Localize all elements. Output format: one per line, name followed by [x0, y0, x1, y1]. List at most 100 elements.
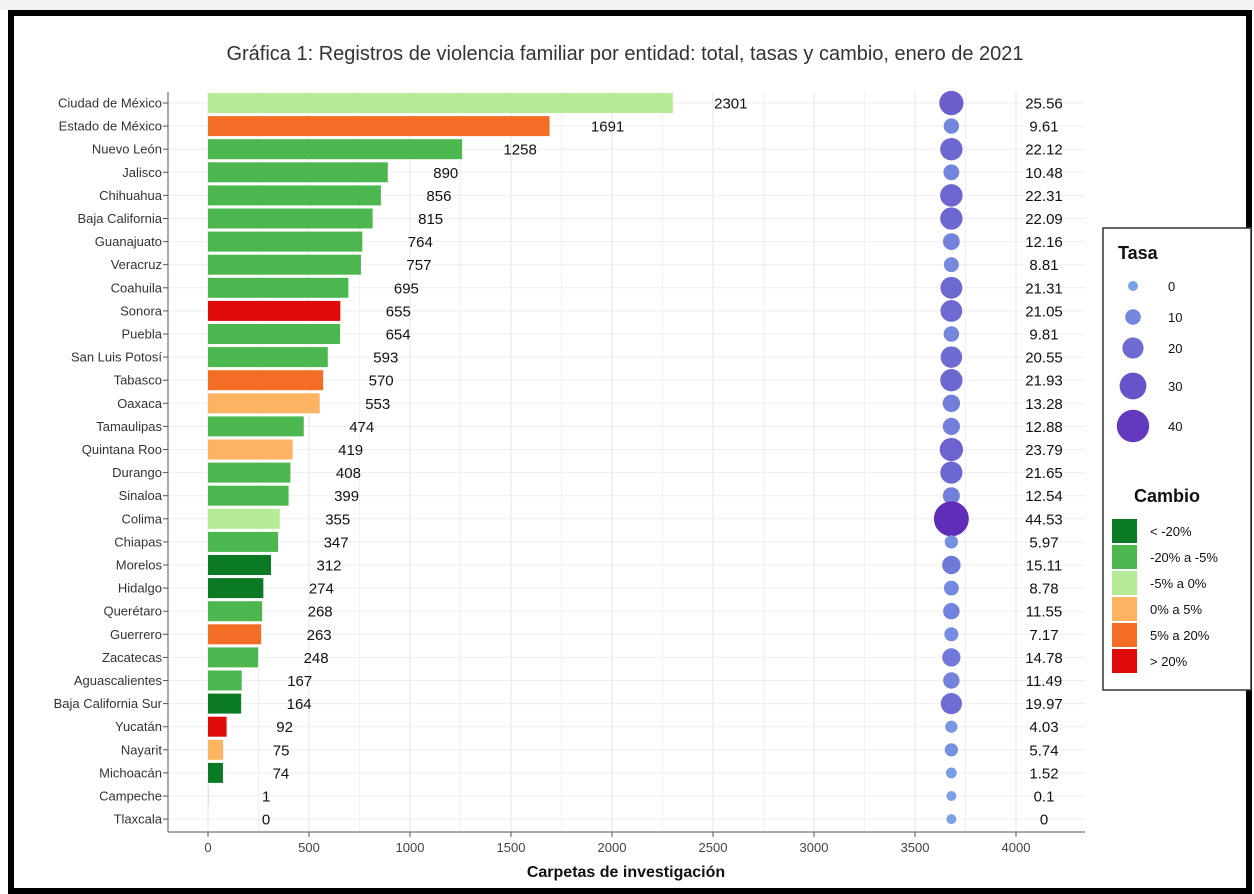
rate-label-yucatan: 4.03 — [1029, 719, 1058, 736]
rate-label-guanajuato: 12.16 — [1025, 234, 1063, 251]
rate-dot-ciudad-de-mexico — [939, 91, 963, 115]
rate-dot-durango — [940, 462, 962, 484]
category-label-sinaloa: Sinaloa — [119, 488, 163, 503]
value-label-guanajuato: 764 — [408, 234, 433, 251]
legend-tasa-title: Tasa — [1118, 243, 1159, 263]
value-label-ciudad-de-mexico: 2301 — [714, 96, 747, 113]
category-label-colima: Colima — [122, 511, 163, 526]
value-label-chihuahua: 856 — [426, 188, 451, 205]
rate-label-tabasco: 21.93 — [1025, 373, 1063, 390]
rate-dot-michoacan — [946, 767, 957, 778]
category-label-guanajuato: Guanajuato — [95, 234, 162, 249]
category-label-michoacan: Michoacán — [99, 765, 162, 780]
category-label-morelos: Morelos — [116, 558, 163, 573]
x-tick-label-500: 500 — [298, 840, 320, 855]
rate-label-ciudad-de-mexico: 25.56 — [1025, 96, 1063, 113]
rate-label-quintana-roo: 23.79 — [1025, 442, 1063, 459]
legend-cambio-title: Cambio — [1134, 486, 1200, 506]
category-label-estado-de-mexico: Estado de México — [59, 119, 162, 134]
category-label-queretaro: Querétaro — [103, 604, 162, 619]
legend-cambio-swatch-4 — [1112, 623, 1137, 647]
rate-label-nayarit: 5.74 — [1029, 742, 1058, 759]
value-label-jalisco: 890 — [433, 165, 458, 182]
category-label-coahuila: Coahuila — [111, 280, 163, 295]
rate-dot-estado-de-mexico — [944, 118, 959, 133]
legend-cambio-label-3: 0% a 5% — [1150, 602, 1202, 617]
rate-label-oaxaca: 13.28 — [1025, 396, 1063, 413]
rate-label-coahuila: 21.31 — [1025, 280, 1063, 297]
bar-hidalgo — [208, 578, 263, 598]
rate-label-tamaulipas: 12.88 — [1025, 419, 1063, 436]
rate-dot-oaxaca — [943, 395, 960, 412]
category-label-san-luis-potosi: San Luis Potosí — [71, 350, 162, 365]
value-label-colima: 355 — [325, 511, 350, 528]
rate-label-san-luis-potosi: 20.55 — [1025, 350, 1063, 367]
legend-cambio-label-1: -20% a -5% — [1150, 550, 1218, 565]
rate-dot-coahuila — [940, 277, 962, 299]
rate-dot-chiapas — [945, 535, 958, 548]
value-label-tamaulipas: 474 — [349, 419, 374, 436]
legend-cambio-label-4: 5% a 20% — [1150, 628, 1210, 643]
legend-cambio-swatch-0 — [1112, 519, 1137, 543]
rate-dot-san-luis-potosi — [941, 346, 963, 368]
category-label-ciudad-de-mexico: Ciudad de México — [58, 96, 162, 111]
rate-dot-aguascalientes — [943, 672, 959, 688]
rate-label-sinaloa: 12.54 — [1025, 488, 1063, 505]
bar-queretaro — [208, 601, 262, 621]
bar-yucatan — [208, 717, 227, 737]
rate-dot-nuevo-leon — [940, 138, 962, 160]
rate-label-tlaxcala: 0 — [1040, 812, 1048, 829]
value-label-aguascalientes: 167 — [287, 673, 312, 690]
bar-san-luis-potosi — [208, 347, 328, 367]
rate-dot-yucatan — [945, 721, 957, 733]
bar-zacatecas — [208, 647, 258, 667]
category-label-quintana-roo: Quintana Roo — [82, 442, 162, 457]
bar-tabasco — [208, 370, 323, 390]
legend-tasa-label-40: 40 — [1168, 419, 1182, 434]
category-label-tlaxcala: Tlaxcala — [114, 812, 163, 827]
legend-cambio-swatch-2 — [1112, 571, 1137, 595]
rate-dot-zacatecas — [942, 648, 960, 666]
bar-sinaloa — [208, 486, 289, 506]
value-label-nuevo-leon: 1258 — [503, 142, 536, 159]
rate-label-campeche: 0.1 — [1034, 789, 1055, 806]
value-label-sonora: 655 — [386, 303, 411, 320]
value-label-nayarit: 75 — [273, 742, 290, 759]
bar-guerrero — [208, 624, 261, 644]
bar-veracruz — [208, 255, 361, 275]
value-label-puebla: 654 — [386, 327, 411, 344]
legend-tasa-label-10: 10 — [1168, 310, 1182, 325]
category-label-zacatecas: Zacatecas — [102, 650, 162, 665]
rate-label-queretaro: 11.55 — [1026, 604, 1062, 621]
value-label-yucatan: 92 — [276, 719, 293, 736]
bar-nayarit — [208, 740, 223, 760]
bar-chihuahua — [208, 185, 381, 205]
category-label-jalisco: Jalisco — [122, 165, 162, 180]
category-label-tabasco: Tabasco — [114, 373, 162, 388]
rate-dot-veracruz — [944, 257, 959, 272]
value-label-tabasco: 570 — [369, 373, 394, 390]
value-label-campeche: 1 — [262, 789, 270, 806]
rate-dot-baja-california — [940, 207, 962, 229]
bar-jalisco — [208, 162, 388, 182]
legend-cambio-label-2: -5% a 0% — [1150, 576, 1207, 591]
legend-tasa-dot-10 — [1125, 309, 1141, 325]
legend-tasa-dot-20 — [1122, 337, 1143, 358]
rate-label-colima: 44.53 — [1025, 511, 1063, 528]
x-tick-label-3500: 3500 — [901, 840, 930, 855]
rate-label-durango: 21.65 — [1025, 465, 1063, 482]
bar-ciudad-de-mexico — [208, 93, 673, 113]
legend-tasa-label-20: 20 — [1168, 341, 1182, 356]
rate-label-jalisco: 10.48 — [1025, 165, 1063, 182]
rate-label-morelos: 15.11 — [1026, 558, 1062, 575]
legend-tasa-label-30: 30 — [1168, 379, 1182, 394]
rate-label-nuevo-leon: 22.12 — [1025, 142, 1063, 159]
bar-sonora — [208, 301, 340, 321]
rate-dot-sonora — [940, 300, 962, 322]
rate-label-sonora: 21.05 — [1025, 303, 1063, 320]
bar-puebla — [208, 324, 340, 344]
rate-label-chihuahua: 22.31 — [1025, 188, 1063, 205]
rate-dot-baja-california-sur — [941, 693, 962, 714]
x-tick-label-2500: 2500 — [699, 840, 728, 855]
